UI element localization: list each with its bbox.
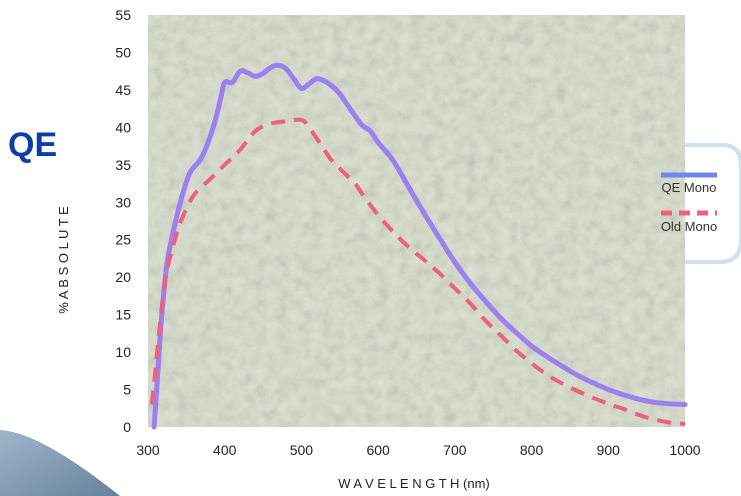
- x-tick-label: 800: [520, 442, 544, 458]
- legend-label-qe-mono: QE Mono: [662, 180, 717, 195]
- x-tick-label: 300: [136, 442, 160, 458]
- y-tick-label: 10: [115, 344, 131, 360]
- x-tick-label: 500: [290, 442, 314, 458]
- y-tick-label: 40: [115, 119, 131, 135]
- x-tick-labels: 300 400 500 600 700 800 900 1000: [136, 442, 700, 458]
- series-lines: [149, 62, 688, 430]
- legend-bracket: [680, 143, 741, 264]
- y-tick-label: 15: [115, 307, 131, 323]
- y-tick-label: 55: [115, 7, 131, 23]
- legend: QE Mono Old Mono: [661, 172, 717, 234]
- qe-logo: QE: [8, 126, 57, 164]
- legend-label-old-mono: Old Mono: [661, 219, 717, 234]
- series-line-qe-mono: [151, 62, 688, 430]
- y-tick-label: 25: [115, 232, 131, 248]
- y-tick-label: 50: [115, 44, 131, 60]
- x-tick-label: 1000: [669, 442, 700, 458]
- y-tick-labels: 0 5 10 15 20 25 30 35 40 45 50 55: [115, 7, 131, 435]
- series-line-old-mono: [149, 117, 686, 426]
- x-tick-label: 400: [213, 442, 237, 458]
- y-tick-label: 45: [115, 82, 131, 98]
- x-axis-title: W A V E L E N G T H (nm): [338, 476, 489, 491]
- y-tick-label: 5: [123, 382, 131, 398]
- x-tick-label: 900: [597, 442, 621, 458]
- y-tick-label: 0: [123, 419, 131, 435]
- corner-swoosh: [0, 430, 120, 496]
- plot-background: [148, 15, 685, 427]
- y-axis-title: % A B S O L U T E: [56, 206, 71, 314]
- y-tick-label: 35: [115, 157, 131, 173]
- x-tick-label: 700: [443, 442, 467, 458]
- y-tick-label: 30: [115, 194, 131, 210]
- y-tick-label: 20: [115, 269, 131, 285]
- x-tick-label: 600: [366, 442, 390, 458]
